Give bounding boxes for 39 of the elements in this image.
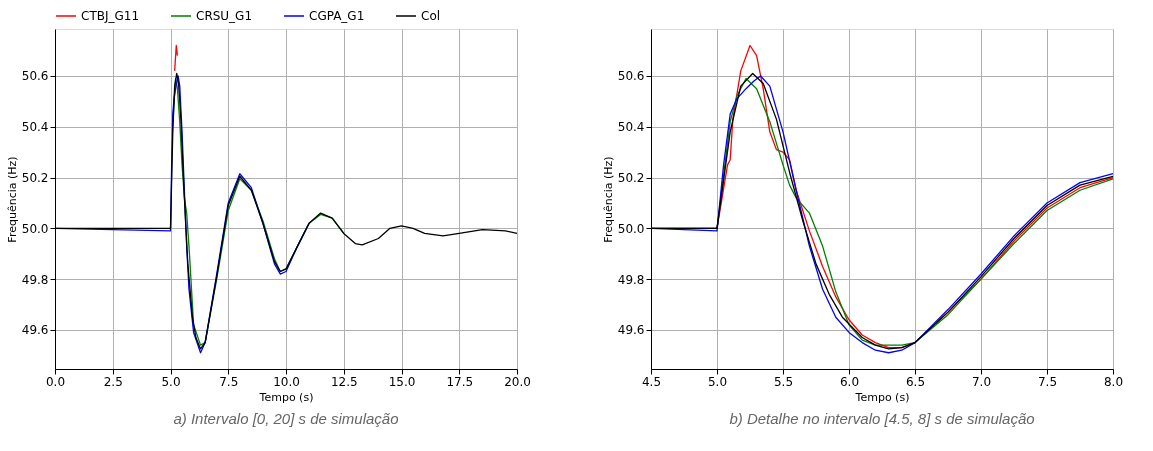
legend-label: CTBJ_G11 [81, 9, 140, 23]
x-tick-label: 6.0 [839, 374, 860, 389]
legend-label: Col [421, 9, 441, 23]
y-tick-label: 49.6 [21, 323, 49, 338]
y-tick-label: 49.8 [617, 272, 645, 287]
y-tick-label: 49.8 [21, 272, 49, 287]
x-tick-label: 20.0 [504, 374, 531, 389]
legend-label: CRSU_G1 [196, 9, 253, 23]
x-axis-title: Tempo (s) [258, 390, 314, 404]
x-tick-label: 8.0 [1103, 374, 1124, 389]
x-tick-label: 5.5 [773, 374, 794, 389]
y-tick-label: 50.6 [21, 69, 49, 84]
y-tick-label: 50.2 [617, 171, 645, 186]
text: b) Detalhe no intervalo [4.5, 8] s de simulação [729, 410, 1035, 427]
x-tick-label: 7.5 [219, 374, 239, 389]
y-tick-label: 50.4 [21, 120, 49, 135]
y-tick-label: 50.0 [617, 221, 645, 236]
x-tick-label: 7.5 [1037, 374, 1058, 389]
x-tick-label: 17.5 [446, 374, 474, 389]
text: a) Intervalo [0, 20] s de simulação [173, 410, 399, 427]
y-axis-title: Frequência (Hz) [5, 156, 19, 243]
x-tick-label: 2.5 [103, 374, 123, 389]
y-tick-label: 50.6 [617, 69, 645, 84]
x-tick-label: 5.0 [707, 374, 728, 389]
x-axis-title: Tempo (s) [854, 390, 910, 404]
y-tick-label: 50.0 [21, 221, 49, 236]
x-tick-label: 15.0 [388, 374, 416, 389]
y-tick-label: 49.6 [617, 323, 645, 338]
x-tick-label: 0.0 [45, 374, 66, 389]
y-tick-label: 50.4 [617, 120, 645, 135]
x-tick-label: 7.0 [971, 374, 992, 389]
y-axis-title: Frequência (Hz) [601, 156, 615, 243]
x-tick-label: 10.0 [273, 374, 300, 389]
legend-label: CGPA_G1 [309, 9, 365, 23]
x-tick-label: 12.5 [330, 374, 358, 389]
x-tick-label: 6.5 [905, 374, 926, 389]
y-tick-label: 50.2 [21, 171, 49, 186]
x-tick-label: 5.0 [161, 374, 181, 389]
x-tick-label: 4.5 [641, 374, 662, 389]
